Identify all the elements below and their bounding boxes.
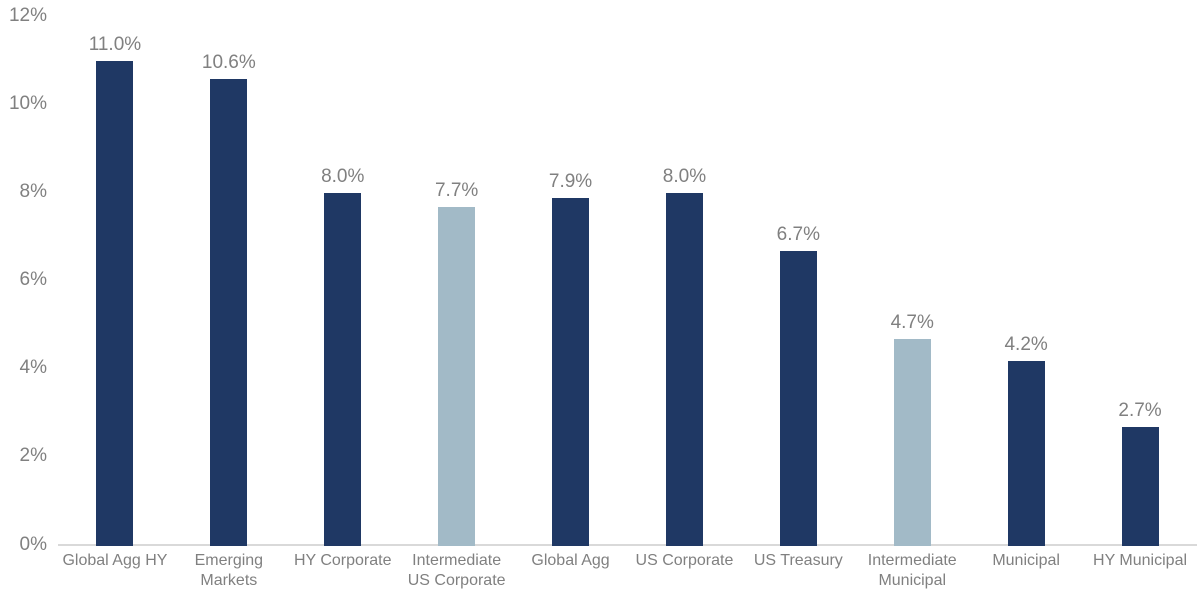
x-axis-category-label: HY Corporate — [293, 552, 392, 569]
y-axis-tick-label: 6% — [19, 269, 47, 290]
x-axis-category-label: Municipal — [992, 552, 1060, 569]
y-axis-tick-label: 4% — [19, 357, 47, 379]
bar-value-label: 4.7% — [890, 311, 934, 333]
bar — [438, 206, 476, 546]
x-axis-baseline — [58, 544, 1197, 546]
y-axis-tick-label: 2% — [19, 445, 47, 467]
x-axis-category-label: Global Agg HY — [62, 552, 168, 569]
bar-value-label: 10.6% — [201, 51, 256, 73]
bar — [1121, 426, 1159, 546]
y-axis-tick-label: 0% — [19, 533, 47, 555]
x-axis-category-label: Emerging Markets — [194, 552, 264, 589]
x-axis-category-label: Intermediate US Corporate — [407, 552, 506, 589]
bar — [779, 250, 817, 546]
bar — [1007, 360, 1045, 546]
bar — [665, 193, 703, 546]
bar-value-label: 8.0% — [321, 166, 365, 188]
bar — [893, 338, 931, 546]
bar-value-label: 8.0% — [662, 166, 707, 188]
x-axis-category-label: US Treasury — [753, 552, 843, 569]
bar-value-label: 11.0% — [88, 34, 142, 56]
bar-value-label: 4.2% — [1004, 333, 1048, 355]
x-axis-category-label: US Corporate — [635, 552, 734, 569]
y-axis-tick-label: 12% — [8, 4, 47, 26]
x-axis-category-label: HY Municipal — [1093, 552, 1188, 569]
bar — [324, 193, 362, 546]
bar — [96, 61, 134, 546]
bar-value-label: 6.7% — [776, 223, 820, 245]
bar-value-label: 7.9% — [548, 170, 593, 192]
x-axis-category-label: Intermediate Municipal — [867, 552, 957, 589]
bar-value-label: 2.7% — [1118, 399, 1162, 421]
x-axis-category-label: Global Agg — [531, 552, 610, 569]
y-axis-tick-label: 10% — [8, 92, 47, 114]
y-axis-tick-label: 8% — [19, 180, 47, 202]
bar-value-label: 7.7% — [434, 179, 479, 201]
bar — [552, 197, 590, 546]
bar — [210, 78, 248, 546]
